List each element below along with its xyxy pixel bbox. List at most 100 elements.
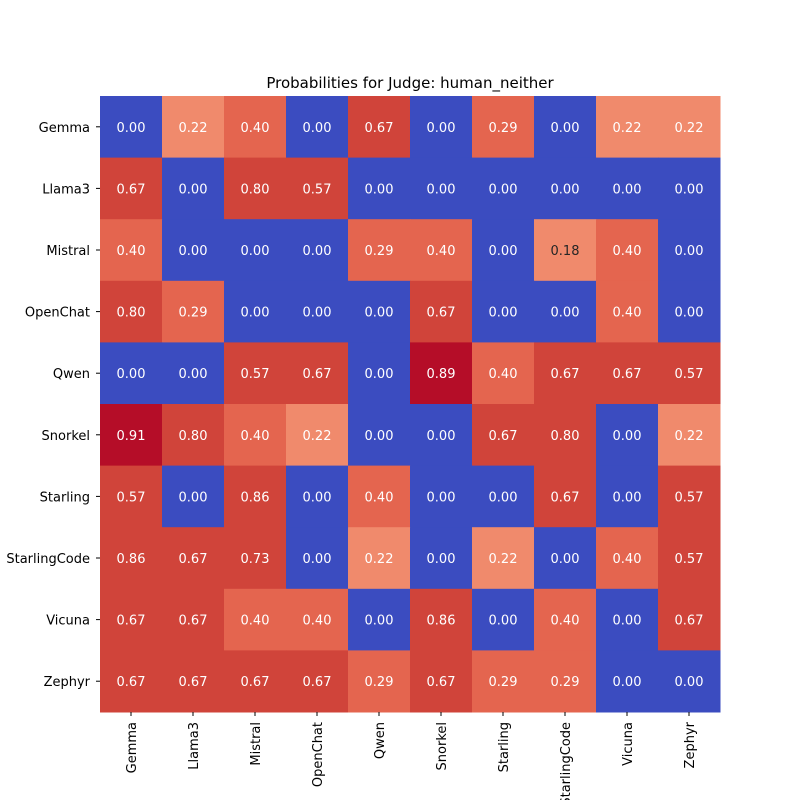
heatmap-cell-Snorkel-Snorkel: [410, 404, 473, 467]
heatmap-cell-Snorkel-OpenChat: [286, 404, 349, 467]
heatmap-cell-Qwen-Mistral: [224, 342, 287, 405]
heatmap-cell-label: 0.67: [489, 429, 518, 444]
x-tick-label-Vicuna: Vicuna: [621, 722, 636, 766]
heatmap-cell-label: 0.86: [117, 552, 146, 567]
heatmap-cell-StarlingCode-Starling: [472, 527, 535, 590]
heatmap-cell-Qwen-Qwen: [348, 342, 411, 405]
heatmap-cell-Llama3-Snorkel: [410, 157, 473, 220]
heatmap-cell-Llama3-Zephyr: [658, 157, 721, 220]
heatmap-cell-label: 0.00: [675, 182, 704, 197]
heatmap-cell-OpenChat-Qwen: [348, 280, 411, 343]
heatmap-cell-label: 0.00: [675, 306, 704, 321]
heatmap-cell-label: 0.00: [303, 490, 332, 505]
heatmap-cell-label: 0.00: [303, 121, 332, 136]
x-tick-label-Snorkel: Snorkel: [435, 722, 450, 770]
heatmap-cell-label: 0.29: [365, 675, 394, 690]
heatmap-cell-Gemma-StarlingCode: [534, 96, 597, 159]
heatmap-cell-label: 0.40: [613, 244, 642, 259]
heatmap-cell-Vicuna-Mistral: [224, 588, 287, 651]
heatmap-cell-label: 0.89: [427, 367, 456, 382]
heatmap-cell-Gemma-Llama3: [162, 96, 225, 159]
heatmap-cell-labels: 0.00 0.22 0.40 0.00 0.67 0.00 0.29 0.00 0.22 0.22…: [117, 121, 704, 690]
heatmap-cell-label: 0.67: [675, 614, 704, 629]
heatmap-cell-Vicuna-Starling: [472, 588, 535, 651]
heatmap-cell-label: 0.80: [551, 429, 580, 444]
heatmap-cell-label: 0.57: [303, 182, 332, 197]
heatmap-cell-StarlingCode-Zephyr: [658, 527, 721, 590]
heatmap-cell-label: 0.00: [365, 306, 394, 321]
heatmap-cell-label: 0.67: [365, 121, 394, 136]
heatmap-cell-Gemma-Mistral: [224, 96, 287, 159]
heatmap-cell-label: 0.67: [551, 367, 580, 382]
heatmap-cell-Zephyr-Llama3: [162, 650, 225, 713]
heatmap-cell-label: 0.57: [675, 490, 704, 505]
heatmap-cell-OpenChat-Snorkel: [410, 280, 473, 343]
x-axis-ticks: Gemma Llama3 Mistral OpenChat Qwen Snorkel Sta…: [125, 712, 698, 800]
y-tick-label-Llama3: Llama3: [42, 182, 90, 197]
heatmap-cell-Snorkel-Starling: [472, 404, 535, 467]
heatmap-cell-label: 0.00: [613, 490, 642, 505]
heatmap-cell-Vicuna-Llama3: [162, 588, 225, 651]
heatmap-cell-label: 0.00: [427, 429, 456, 444]
heatmap-cell-Qwen-StarlingCode: [534, 342, 597, 405]
heatmap-cell-label: 0.40: [489, 367, 518, 382]
heatmap-cell-label: 0.91: [117, 429, 146, 444]
y-tick-label-Gemma: Gemma: [39, 121, 90, 136]
heatmap-cell-Vicuna-Zephyr: [658, 588, 721, 651]
heatmap-cell-label: 0.00: [551, 182, 580, 197]
y-tick-label-Zephyr: Zephyr: [44, 675, 91, 690]
heatmap-cell-label: 0.00: [489, 244, 518, 259]
heatmap-cell-StarlingCode-Mistral: [224, 527, 287, 590]
heatmap-cell-Snorkel-Mistral: [224, 404, 287, 467]
heatmap-cell-Llama3-Qwen: [348, 157, 411, 220]
heatmap-cell-Mistral-Llama3: [162, 219, 225, 282]
heatmap-cell-Gemma-Vicuna: [596, 96, 659, 159]
heatmap-cell-StarlingCode-Llama3: [162, 527, 225, 590]
heatmap-cell-OpenChat-Llama3: [162, 280, 225, 343]
heatmap-cell-Zephyr-StarlingCode: [534, 650, 597, 713]
x-tick-label-Zephyr: Zephyr: [683, 721, 698, 768]
x-tick-label-StarlingCode: StarlingCode: [559, 722, 574, 800]
heatmap-cell-label: 0.00: [551, 306, 580, 321]
heatmap-cell-Starling-Vicuna: [596, 465, 659, 528]
heatmap-cell-label: 0.80: [117, 306, 146, 321]
heatmap-cell-StarlingCode-Snorkel: [410, 527, 473, 590]
heatmap-cell-StarlingCode-StarlingCode: [534, 527, 597, 590]
heatmap-cell-Mistral-Mistral: [224, 219, 287, 282]
heatmap-cell-label: 0.22: [365, 552, 394, 567]
heatmap-cell-Vicuna-OpenChat: [286, 588, 349, 651]
heatmap-cells: [100, 96, 721, 713]
heatmap-cell-label: 0.22: [675, 429, 704, 444]
heatmap-cell-label: 0.57: [675, 367, 704, 382]
heatmap-cell-Vicuna-StarlingCode: [534, 588, 597, 651]
heatmap-cell-Qwen-Gemma: [100, 342, 163, 405]
heatmap-cell-Zephyr-Mistral: [224, 650, 287, 713]
heatmap-cell-Qwen-Starling: [472, 342, 535, 405]
heatmap-cell-Qwen-Snorkel: [410, 342, 473, 405]
heatmap-cell-label: 0.40: [427, 244, 456, 259]
heatmap-cell-Llama3-Mistral: [224, 157, 287, 220]
heatmap-cell-label: 0.00: [303, 552, 332, 567]
heatmap-cell-label: 0.22: [613, 121, 642, 136]
heatmap-cell-label: 0.40: [241, 614, 270, 629]
heatmap-cell-label: 0.67: [551, 490, 580, 505]
heatmap-cell-Zephyr-Zephyr: [658, 650, 721, 713]
heatmap-cell-label: 0.00: [117, 121, 146, 136]
heatmap-cell-label: 0.40: [241, 429, 270, 444]
heatmap-cell-Gemma-Starling: [472, 96, 535, 159]
heatmap-cell-label: 0.29: [551, 675, 580, 690]
heatmap-cell-OpenChat-StarlingCode: [534, 280, 597, 343]
heatmap-cell-Mistral-Starling: [472, 219, 535, 282]
heatmap-cell-Mistral-Vicuna: [596, 219, 659, 282]
heatmap-cell-OpenChat-Gemma: [100, 280, 163, 343]
heatmap-cell-Zephyr-Qwen: [348, 650, 411, 713]
heatmap-cell-Gemma-Gemma: [100, 96, 163, 159]
x-tick-label-Mistral: Mistral: [249, 722, 264, 766]
heatmap-cell-OpenChat-Zephyr: [658, 280, 721, 343]
heatmap-cell-label: 0.22: [179, 121, 208, 136]
heatmap-cell-OpenChat-Starling: [472, 280, 535, 343]
heatmap-cell-Llama3-OpenChat: [286, 157, 349, 220]
heatmap-cell-label: 0.00: [489, 306, 518, 321]
heatmap-cell-label: 0.57: [241, 367, 270, 382]
